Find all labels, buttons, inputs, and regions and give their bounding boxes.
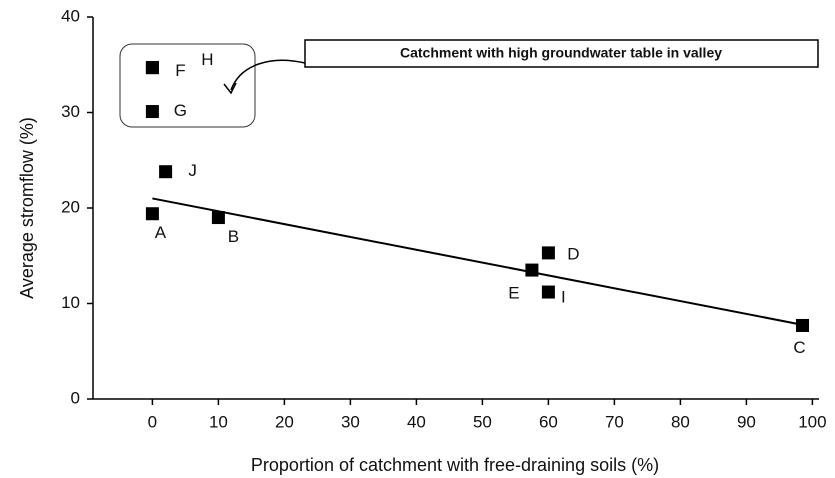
y-tick-label: 10 [61,293,80,312]
point [159,165,173,179]
annotation-arrowhead [223,82,237,95]
x-tick-label: 80 [671,412,690,431]
point-label: G [174,101,187,120]
trendline [152,197,806,327]
point [525,263,539,277]
x-tick-label: 30 [341,412,360,431]
x-tick-label: 10 [209,412,228,431]
y-axis-title: Average stromflow (%) [17,117,37,299]
point-label: I [561,288,566,307]
x-tick-label: 90 [737,412,756,431]
point-label: D [567,244,579,263]
x-tick-label: 60 [539,412,558,431]
point [796,318,809,332]
point-label: H [201,50,213,69]
point-label: F [175,61,185,80]
annotation-arrow [230,59,306,91]
y-tick-label: 0 [71,388,80,407]
group-box [119,43,256,128]
point-label: A [155,223,167,242]
point-label: C [793,338,805,357]
annotation: Catchment with high groundwater table in… [400,45,722,61]
point [145,105,159,119]
point-label: B [228,227,239,246]
point [145,61,159,75]
x-tick-label: 50 [473,412,492,431]
x-tick-label: 70 [605,412,624,431]
x-axis-title: Proportion of catchment with free-draini… [251,455,659,475]
point-label: E [508,284,519,303]
x-tick-label: 40 [407,412,426,431]
point [145,207,159,221]
x-tick-label: 0 [148,412,157,431]
point [541,246,555,260]
annotation-box [304,39,819,68]
point-label: J [188,161,197,180]
x-tick-label: 100 [798,412,826,431]
x-tick-label: 20 [275,412,294,431]
point [541,285,555,299]
y-tick-label: 40 [61,6,80,25]
y-tick-label: 30 [61,102,80,121]
y-tick-label: 20 [61,197,80,216]
point [211,211,225,225]
